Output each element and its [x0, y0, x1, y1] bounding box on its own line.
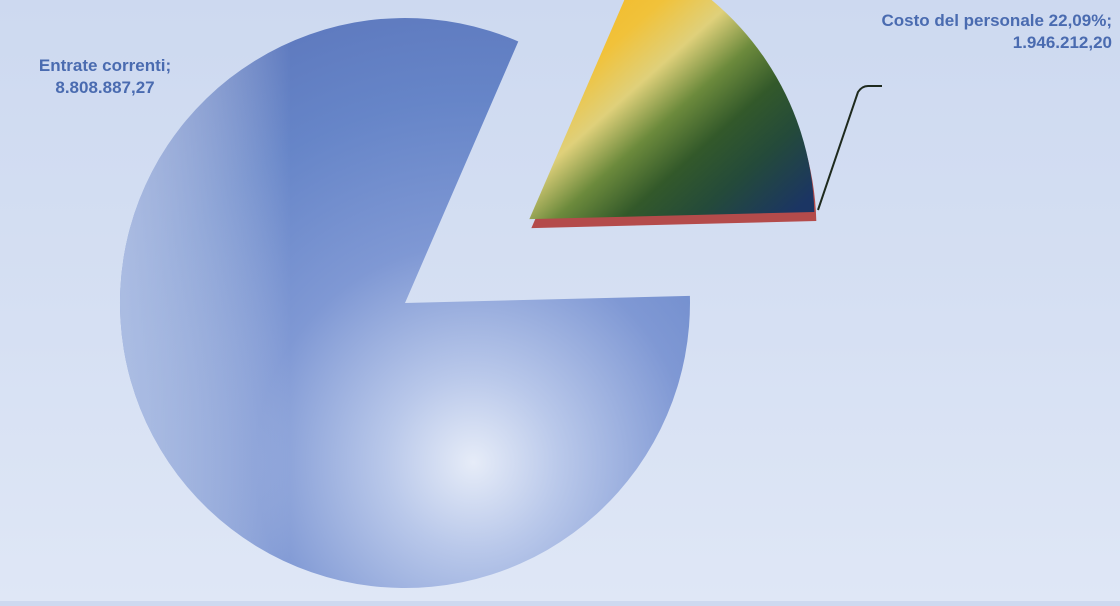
slice-label-value: 1.946.212,20	[1012, 33, 1112, 52]
slice-label-name: Entrate correnti;	[38, 56, 172, 75]
pie-slice-costo-del-personale	[529, 0, 815, 220]
slice-label-name: Costo del personale 22,09%;	[881, 11, 1112, 30]
leader-line	[817, 85, 882, 211]
pie-slice-entrate-correnti-sheen	[119, 18, 690, 589]
slice-label-entrate-correnti: Entrate correnti; 8.808.887,27	[10, 55, 200, 99]
slice-label-costo-del-personale: Costo del personale 22,09%; 1.946.212,20	[800, 10, 1112, 54]
slice-label-value: 8.808.887,27	[55, 78, 155, 97]
